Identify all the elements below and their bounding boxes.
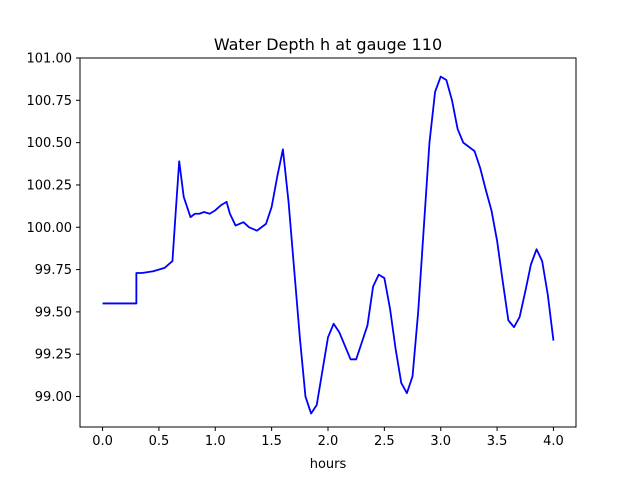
y-tick-label: 100.75: [27, 94, 73, 109]
x-tick-label: 3.0: [430, 434, 451, 449]
y-tick-label: 100.25: [27, 178, 73, 193]
y-tick-label: 100.50: [27, 136, 73, 151]
x-tick-label: 3.5: [487, 434, 508, 449]
series-line-0: [102, 75, 555, 415]
x-tick-label: 1.5: [261, 434, 282, 449]
y-tick-label: 99.00: [35, 390, 72, 405]
x-tick-label: 2.5: [374, 434, 395, 449]
y-tick-label: 99.75: [35, 263, 72, 278]
y-tick-label: 99.25: [35, 348, 72, 363]
x-tick-label: 4.0: [543, 434, 564, 449]
x-tick-label: 2.0: [318, 434, 339, 449]
x-tick-label: 0.5: [149, 434, 170, 449]
y-axis-ticks: 99.00 99.25 99.50 99.75 100.00 100.25 100.50 10…: [27, 52, 80, 405]
y-tick-label: 100.00: [27, 221, 73, 236]
x-tick-label: 1.0: [205, 434, 226, 449]
x-tick-label: 0.0: [92, 434, 113, 449]
x-axis-label: hours: [310, 457, 347, 472]
plot-area: [102, 75, 555, 415]
axes-frame: [79, 57, 577, 428]
chart-title: Water Depth h at gauge 110: [214, 35, 442, 54]
y-tick-label: 99.50: [35, 305, 72, 320]
x-axis-ticks: 0.0 0.5 1.0 1.5 2.0 2.5 3.0 3.5 4.0: [92, 427, 564, 449]
y-tick-label: 101.00: [27, 52, 73, 67]
